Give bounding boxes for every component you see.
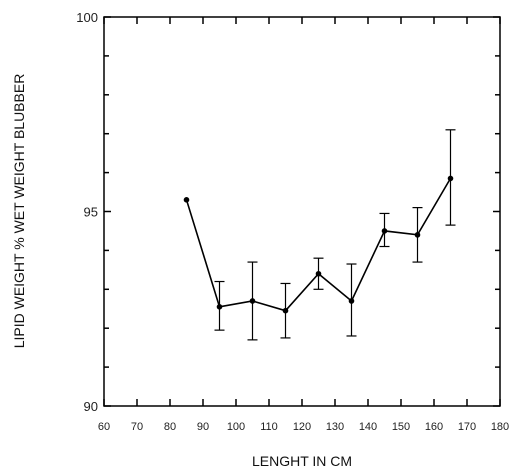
y-axis: 90 95 100 xyxy=(76,10,500,414)
y-axis-title: LIPID WEIGHT % WET WEIGHT BLUBBER xyxy=(11,74,27,349)
data-point xyxy=(414,232,421,238)
series-layer xyxy=(183,129,456,341)
x-tick-label: 150 xyxy=(392,421,410,433)
x-axis: 60 70 80 90 100 110 120 130 140 150 160 170 180 xyxy=(98,17,509,433)
x-tick-label: 160 xyxy=(425,421,443,433)
x-tick-label: 130 xyxy=(326,421,344,433)
x-tick-label: 100 xyxy=(227,421,245,433)
x-tick-label: 80 xyxy=(164,421,176,433)
data-point xyxy=(216,304,223,310)
data-point xyxy=(249,298,256,304)
x-tick-label: 120 xyxy=(293,421,311,433)
x-tick-label: 170 xyxy=(458,421,476,433)
x-tick-label: 90 xyxy=(197,421,209,433)
data-point xyxy=(447,175,454,182)
data-point xyxy=(282,307,289,314)
data-point xyxy=(348,298,355,304)
data-point xyxy=(315,270,322,277)
y-tick-label: 90 xyxy=(84,399,98,414)
x-tick-label: 110 xyxy=(260,421,278,433)
x-tick-label: 60 xyxy=(98,421,110,433)
data-point xyxy=(183,197,190,203)
data-point xyxy=(381,228,388,234)
x-tick-label: 70 xyxy=(131,421,143,433)
series-line xyxy=(185,177,452,312)
x-axis-title: LENGHT IN CM xyxy=(252,453,352,469)
y-tick-label: 95 xyxy=(84,205,98,220)
x-tick-label: 180 xyxy=(491,421,509,433)
x-tick-label: 140 xyxy=(359,421,377,433)
y-tick-label: 100 xyxy=(76,10,98,25)
plot-frame xyxy=(103,16,501,407)
